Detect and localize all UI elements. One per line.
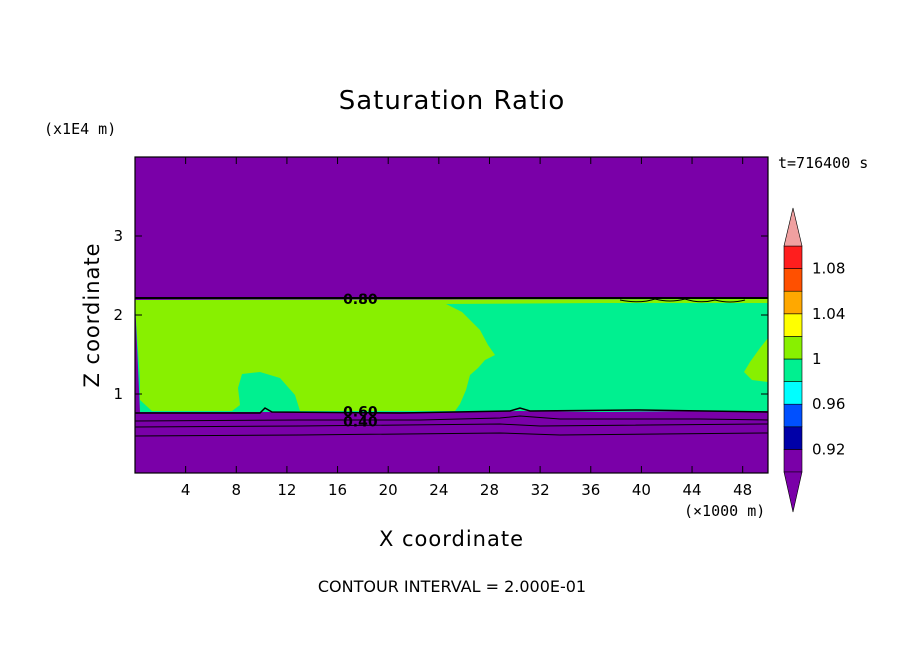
x-tick-label: 4 — [181, 481, 191, 499]
plot-field — [135, 157, 768, 473]
x-tick-label: 44 — [682, 481, 701, 499]
y-tick-label: 3 — [113, 227, 123, 245]
contour-label: 0.40 — [343, 415, 378, 431]
colorbar-segment — [783, 449, 803, 473]
colorbar-tick-label: 0.92 — [812, 440, 845, 458]
cloud-east-edge-patch — [744, 338, 768, 382]
x-tick-label: 12 — [277, 481, 296, 499]
colorbar-segment — [783, 245, 803, 269]
contour-line-020 — [135, 432, 768, 437]
x-axis-unit: (×1000 m) — [684, 502, 766, 520]
colorbar-segment — [783, 426, 803, 450]
colorbar-segment — [783, 381, 803, 405]
x-tick-label: 40 — [632, 481, 651, 499]
colorbar-tick-label: 1 — [812, 350, 822, 368]
y-tick-label: 2 — [113, 306, 123, 324]
colorbar-tick-label: 1.08 — [812, 260, 845, 278]
lower-dry-region — [135, 412, 768, 473]
contour-label: 0.60 — [343, 404, 378, 420]
x-tick-label: 48 — [733, 481, 752, 499]
colorbar-segment — [783, 290, 803, 315]
colorbar-tick-label: 0.96 — [812, 395, 845, 413]
colorbar-segment — [783, 336, 803, 360]
y-axis-ticks: 1 2 3 — [113, 227, 768, 403]
colorbar-segment — [783, 313, 803, 337]
y-axis-unit: (x1E4 m) — [44, 120, 117, 138]
colorbar-under-triangle — [783, 471, 803, 513]
x-tick-label: 32 — [531, 481, 550, 499]
x-tick-label: 28 — [480, 481, 499, 499]
chart-title: Saturation Ratio — [338, 86, 566, 116]
cloud-top-band — [135, 299, 768, 304]
x-tick-label: 8 — [232, 481, 242, 499]
contour-line-060 — [135, 415, 768, 422]
contour-line-base — [135, 407, 768, 414]
x-tick-label: 36 — [581, 481, 600, 499]
contour-labels: 0.80 0.600.40 — [343, 292, 378, 430]
cloud-layer-west-region — [135, 300, 495, 411]
contour-line-top-wiggle — [619, 298, 746, 303]
time-label: t=716400 s — [778, 154, 869, 172]
contour-interval-note: CONTOUR INTERVAL = 2.000E-01 — [317, 577, 587, 596]
x-axis-label: X coordinate — [378, 527, 525, 551]
colorbar-over-triangle — [783, 207, 803, 247]
y-tick-label: 1 — [113, 385, 123, 403]
x-axis-ticks: 4 8 12 16 20 24 28 32 36 40 44 48 — [181, 157, 752, 499]
colorbar-segment — [783, 358, 803, 382]
x-tick-label: 16 — [328, 481, 347, 499]
contour-label: 0.80 — [343, 292, 378, 308]
colorbar-segment — [783, 268, 803, 292]
colorbar: 0.92 0.96 1 1.04 1.08 — [783, 207, 845, 513]
contour-line-040 — [135, 423, 768, 428]
x-tick-label: 24 — [429, 481, 448, 499]
colorbar-segment — [783, 403, 803, 428]
colorbar-tick-label: 1.04 — [812, 305, 845, 323]
x-tick-label: 20 — [379, 481, 398, 499]
